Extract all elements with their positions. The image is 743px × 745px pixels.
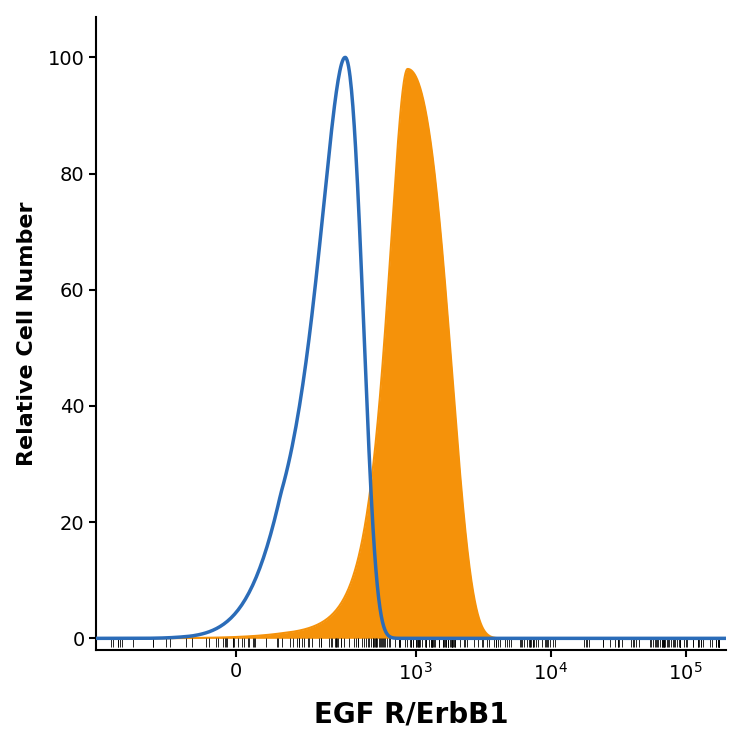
X-axis label: EGF R/ErbB1: EGF R/ErbB1 — [314, 700, 509, 729]
Y-axis label: Relative Cell Number: Relative Cell Number — [16, 201, 36, 466]
